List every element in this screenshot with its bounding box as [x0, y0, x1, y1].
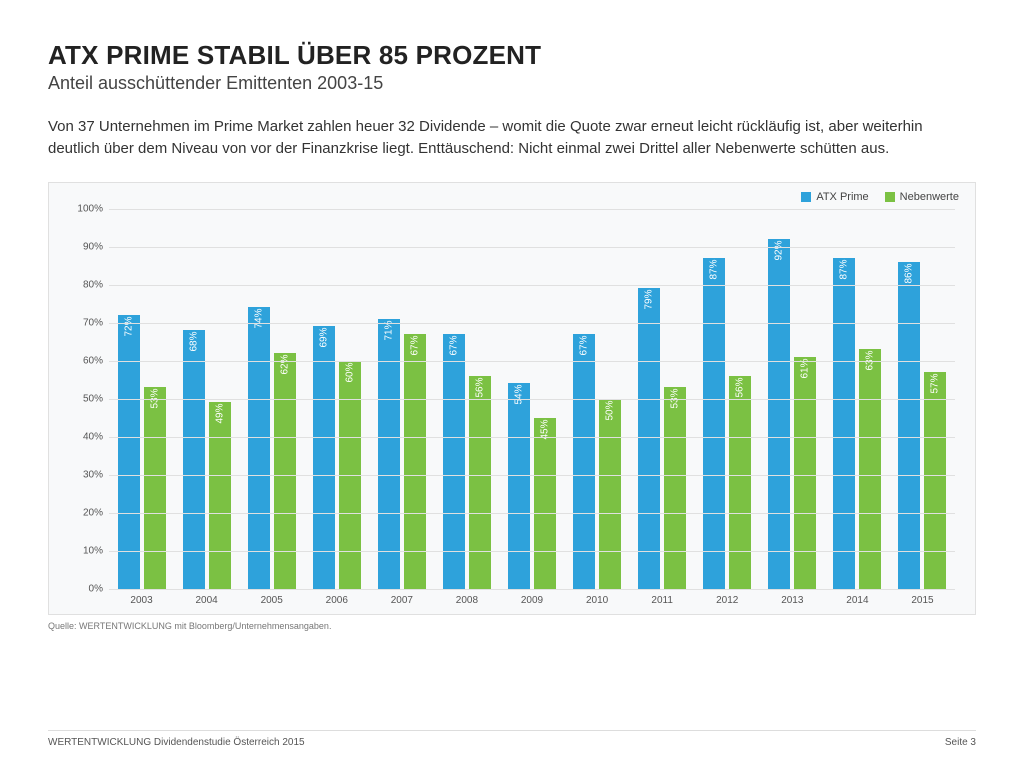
- bar: 53%: [664, 387, 686, 588]
- y-tick-label: 80%: [69, 279, 103, 290]
- page-title: ATX PRIME STABIL ÜBER 85 PROZENT: [48, 40, 976, 71]
- y-tick-label: 40%: [69, 431, 103, 442]
- legend-label: Nebenwerte: [900, 191, 959, 203]
- gridline: [109, 285, 955, 286]
- y-tick-label: 60%: [69, 355, 103, 366]
- x-tick-label: 2008: [434, 595, 499, 606]
- bar: 56%: [469, 376, 491, 589]
- chart-legend: ATX Prime Nebenwerte: [801, 191, 959, 203]
- gridline: [109, 437, 955, 438]
- bar: 45%: [534, 418, 556, 589]
- bar: 72%: [118, 315, 140, 589]
- bar: 62%: [274, 353, 296, 589]
- page-footer: WERTENTWICKLUNG Dividendenstudie Österre…: [48, 730, 976, 748]
- bar-value-label: 54%: [514, 385, 525, 405]
- x-tick-label: 2006: [304, 595, 369, 606]
- x-tick-label: 2009: [499, 595, 564, 606]
- y-tick-label: 10%: [69, 545, 103, 556]
- y-tick-label: 20%: [69, 507, 103, 518]
- x-tick-label: 2005: [239, 595, 304, 606]
- x-tick-label: 2013: [760, 595, 825, 606]
- bar: 71%: [378, 319, 400, 589]
- bar-value-label: 86%: [904, 263, 915, 283]
- y-tick-label: 90%: [69, 241, 103, 252]
- bar-value-label: 87%: [709, 259, 720, 279]
- bar-value-label: 56%: [474, 377, 485, 397]
- gridline: [109, 209, 955, 210]
- bar: 61%: [794, 357, 816, 589]
- y-tick-label: 30%: [69, 469, 103, 480]
- x-tick-label: 2011: [630, 595, 695, 606]
- bar: 53%: [144, 387, 166, 588]
- bar-value-label: 68%: [188, 332, 199, 352]
- bar: 92%: [768, 239, 790, 589]
- x-axis-labels: 2003200420052006200720082009201020112012…: [109, 595, 955, 606]
- gridline: [109, 551, 955, 552]
- x-tick-label: 2004: [174, 595, 239, 606]
- bar: 79%: [638, 288, 660, 588]
- bar-value-label: 72%: [123, 316, 134, 336]
- bar: 87%: [833, 258, 855, 589]
- bar-value-label: 56%: [735, 377, 746, 397]
- legend-swatch: [801, 192, 811, 202]
- bar-value-label: 74%: [253, 309, 264, 329]
- y-tick-label: 0%: [69, 583, 103, 594]
- bar-value-label: 67%: [579, 335, 590, 355]
- footer-page-number: Seite 3: [945, 737, 976, 748]
- body-paragraph: Von 37 Unternehmen im Prime Market zahle…: [48, 116, 968, 160]
- page-subtitle: Anteil ausschüttender Emittenten 2003-15: [48, 73, 976, 94]
- gridline: [109, 399, 955, 400]
- bar-value-label: 62%: [279, 354, 290, 374]
- chart-plot-area: 72% 53% 68% 49% 74% 62% 69% 60% 71% 67% 67% 56% 54% 4…: [109, 209, 955, 589]
- legend-swatch: [885, 192, 895, 202]
- bar: 69%: [313, 326, 335, 588]
- legend-item: Nebenwerte: [885, 191, 959, 203]
- legend-item: ATX Prime: [801, 191, 868, 203]
- bar-value-label: 67%: [409, 335, 420, 355]
- gridline: [109, 361, 955, 362]
- bar: 54%: [508, 383, 530, 588]
- x-tick-label: 2010: [565, 595, 630, 606]
- x-tick-label: 2014: [825, 595, 890, 606]
- gridline: [109, 247, 955, 248]
- gridline: [109, 589, 955, 590]
- x-tick-label: 2012: [695, 595, 760, 606]
- dividend-share-chart: ATX Prime Nebenwerte 72% 53% 68% 49% 74% 62% 69…: [48, 182, 976, 615]
- source-text: Quelle: WERTENTWICKLUNG mit Bloomberg/Un…: [48, 621, 976, 631]
- bar: 50%: [599, 399, 621, 589]
- y-tick-label: 100%: [69, 203, 103, 214]
- bar-value-label: 60%: [344, 362, 355, 382]
- gridline: [109, 513, 955, 514]
- bar-value-label: 92%: [774, 240, 785, 260]
- x-tick-label: 2007: [369, 595, 434, 606]
- y-tick-label: 50%: [69, 393, 103, 404]
- bar: 74%: [248, 307, 270, 588]
- bar: 57%: [924, 372, 946, 589]
- bar-value-label: 57%: [930, 373, 941, 393]
- bar: 56%: [729, 376, 751, 589]
- gridline: [109, 323, 955, 324]
- footer-left: WERTENTWICKLUNG Dividendenstudie Österre…: [48, 737, 305, 748]
- gridline: [109, 475, 955, 476]
- y-tick-label: 70%: [69, 317, 103, 328]
- bar-value-label: 79%: [644, 290, 655, 310]
- bar-value-label: 87%: [839, 259, 850, 279]
- x-tick-label: 2015: [890, 595, 955, 606]
- legend-label: ATX Prime: [816, 191, 868, 203]
- bar-value-label: 67%: [448, 335, 459, 355]
- x-tick-label: 2003: [109, 595, 174, 606]
- bar: 87%: [703, 258, 725, 589]
- bar-value-label: 50%: [605, 400, 616, 420]
- bar-value-label: 69%: [318, 328, 329, 348]
- bar-value-label: 49%: [214, 404, 225, 424]
- bar: 49%: [209, 402, 231, 588]
- bar: 63%: [859, 349, 881, 588]
- bar: 86%: [898, 262, 920, 589]
